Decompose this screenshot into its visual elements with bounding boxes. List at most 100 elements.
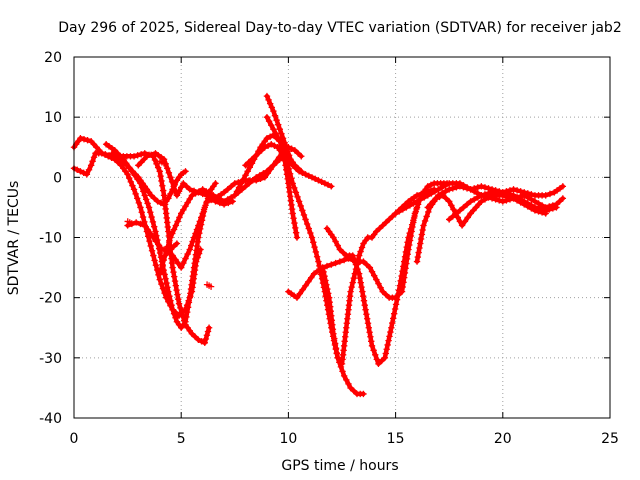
data-point xyxy=(305,172,312,180)
data-point xyxy=(132,219,140,226)
x-tick-label: 10 xyxy=(279,431,297,447)
data-point xyxy=(273,158,280,165)
data-point xyxy=(195,188,203,195)
data-point xyxy=(148,213,155,221)
data-point xyxy=(274,134,281,141)
data-point xyxy=(245,159,252,166)
data-point xyxy=(191,333,199,340)
data-point xyxy=(294,165,302,172)
data-point xyxy=(404,239,411,246)
data-point xyxy=(414,253,422,261)
data-point xyxy=(293,234,301,241)
data-point xyxy=(167,190,174,198)
data-point xyxy=(368,342,376,349)
data-point xyxy=(531,198,539,205)
data-point xyxy=(231,192,238,199)
data-point xyxy=(169,264,176,271)
data-point xyxy=(138,209,145,216)
data-point xyxy=(416,244,423,252)
data-point xyxy=(481,191,489,198)
data-point xyxy=(85,166,93,174)
data-point xyxy=(271,112,279,119)
x-tick-label: 5 xyxy=(177,431,186,447)
data-point xyxy=(182,318,189,325)
data-point xyxy=(542,207,549,214)
data-point xyxy=(201,339,208,346)
data-point xyxy=(535,205,542,212)
data-point xyxy=(177,304,184,312)
data-point xyxy=(389,213,396,220)
data-point xyxy=(202,335,210,343)
data-point xyxy=(289,180,296,187)
data-point xyxy=(538,206,546,213)
data-point xyxy=(220,198,228,205)
data-point xyxy=(400,263,407,270)
data-point xyxy=(199,210,206,217)
data-point xyxy=(368,268,376,275)
data-point xyxy=(391,305,399,313)
data-point xyxy=(381,354,389,362)
data-point xyxy=(272,130,279,137)
data-point xyxy=(424,183,431,190)
data-point xyxy=(427,181,435,189)
data-point xyxy=(246,164,254,171)
data-point xyxy=(413,258,421,265)
data-point xyxy=(412,208,420,215)
data-point xyxy=(263,135,271,142)
data-point xyxy=(359,288,366,295)
data-point xyxy=(271,142,278,149)
data-layer xyxy=(70,92,567,398)
data-point xyxy=(383,346,390,353)
y-tick-label: 20 xyxy=(44,50,62,66)
data-point xyxy=(169,306,176,313)
data-point xyxy=(154,164,162,171)
data-point xyxy=(291,147,299,154)
data-point xyxy=(168,301,175,309)
data-point xyxy=(157,265,165,273)
data-point xyxy=(499,189,506,196)
data-point xyxy=(410,217,417,224)
data-point xyxy=(362,306,369,313)
data-point xyxy=(542,192,549,199)
data-point xyxy=(395,287,403,294)
data-point xyxy=(170,268,177,276)
data-point xyxy=(173,192,181,199)
data-point xyxy=(151,257,158,264)
data-point xyxy=(101,151,109,158)
data-point xyxy=(517,196,524,203)
data-point xyxy=(379,288,386,295)
data-point xyxy=(357,248,364,255)
data-point xyxy=(406,202,414,209)
data-point xyxy=(261,144,269,151)
data-point xyxy=(183,313,190,321)
data-point xyxy=(258,147,265,154)
data-point xyxy=(159,182,166,189)
data-point xyxy=(513,187,521,194)
data-point xyxy=(123,162,131,169)
data-point xyxy=(521,198,528,205)
data-point xyxy=(474,184,481,191)
data-point xyxy=(510,186,517,193)
data-point xyxy=(415,249,422,256)
data-point xyxy=(285,165,293,173)
data-point xyxy=(322,277,329,284)
y-tick-label: -10 xyxy=(39,231,62,247)
data-point xyxy=(202,202,209,209)
data-point xyxy=(460,204,467,211)
outlier-point xyxy=(207,283,215,290)
data-point xyxy=(172,222,180,229)
data-point xyxy=(417,240,424,247)
data-point xyxy=(145,204,153,211)
data-point xyxy=(478,192,485,199)
data-point xyxy=(167,234,174,241)
data-point xyxy=(312,175,319,183)
data-point xyxy=(165,169,173,177)
data-point xyxy=(321,272,328,280)
data-point xyxy=(184,308,191,316)
data-point xyxy=(130,186,138,193)
data-point xyxy=(158,280,165,288)
data-point xyxy=(220,189,228,196)
data-point xyxy=(171,273,178,280)
data-point xyxy=(105,153,112,160)
